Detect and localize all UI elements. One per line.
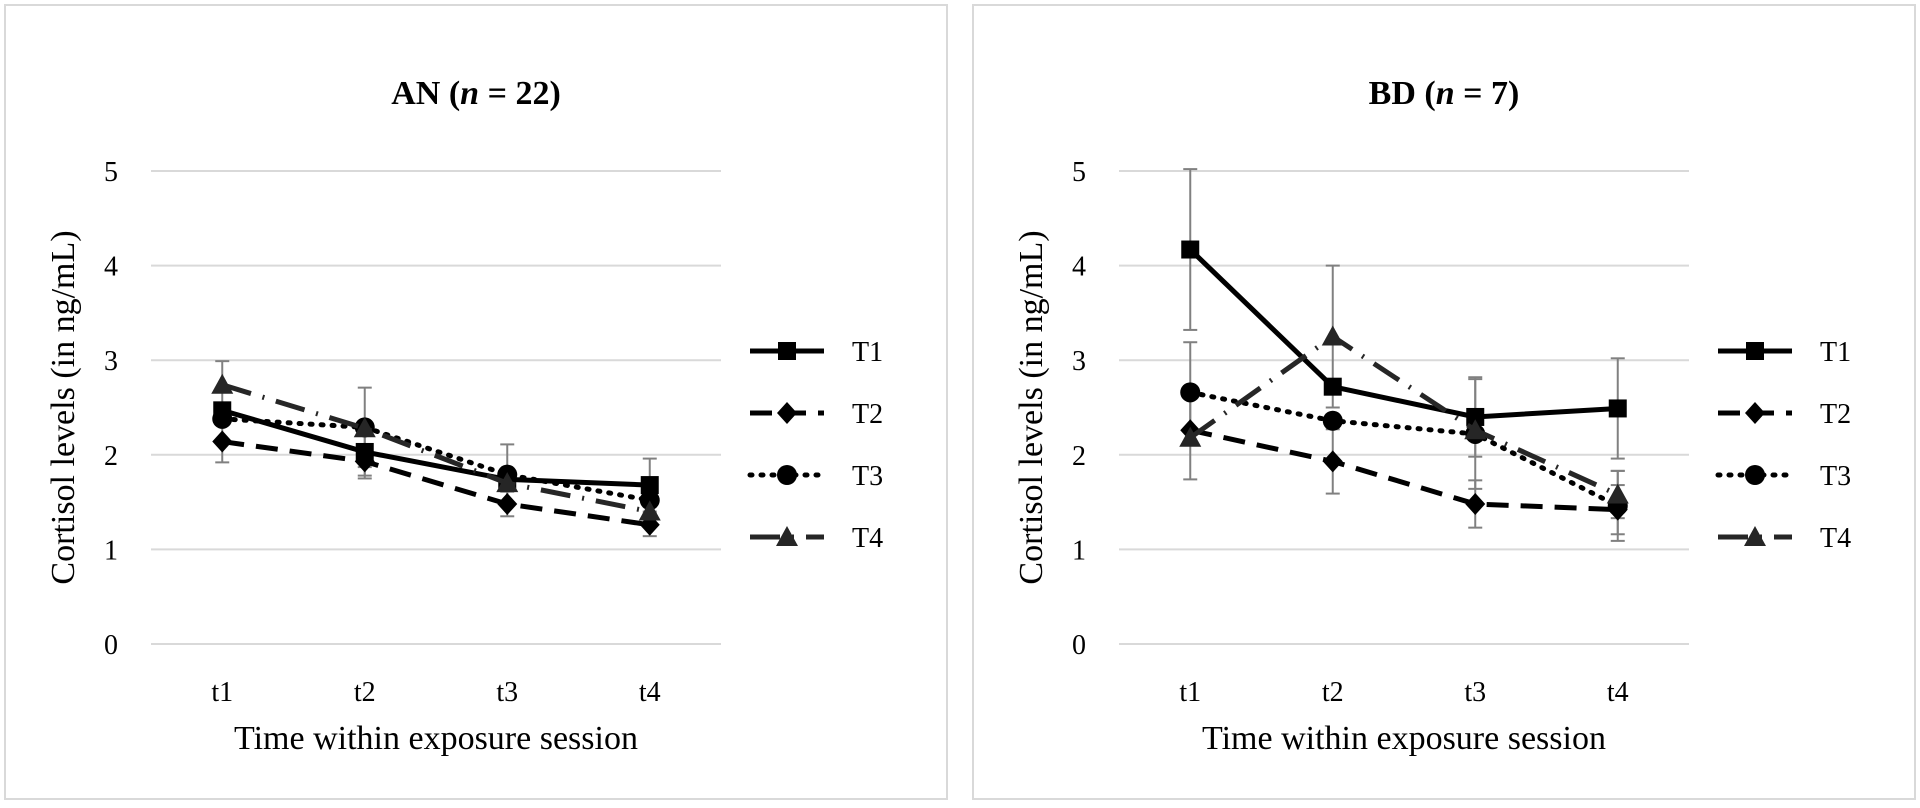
y-axis-label: Cortisol levels (in ng/mL)	[45, 230, 82, 584]
series-line-t4	[221, 382, 651, 515]
legend-marker-t1	[778, 342, 796, 360]
x-axis-label: Time within exposure session	[1202, 720, 1606, 757]
data-point-t2	[497, 492, 518, 515]
legend-label-t2: T2	[852, 399, 883, 430]
x-tick-label: t1	[1179, 677, 1201, 708]
data-point-t4	[496, 472, 519, 493]
x-tick-label: t2	[1322, 677, 1344, 708]
series-line-t3	[219, 416, 653, 503]
y-tick-label: 3	[1072, 346, 1086, 377]
chart-panel-an: AN (n = 22) 0 1 2 3 4 5 t1 t2 t3 t4 Time within exp…	[4, 4, 948, 800]
series-line-t1	[221, 407, 650, 488]
data-point-t4	[211, 373, 234, 394]
series-line-t2	[1189, 427, 1618, 513]
data-point-t1	[1181, 240, 1200, 259]
legend-label-t1: T1	[1820, 337, 1851, 368]
data-point-t4	[353, 417, 376, 438]
legend-label-t4: T4	[1820, 523, 1851, 554]
data-point-t2	[212, 430, 233, 453]
x-tick-label: t3	[1464, 677, 1486, 708]
legend-marker-t3	[777, 465, 797, 485]
legend-label-t2: T2	[1820, 399, 1851, 430]
data-point-t4	[1606, 483, 1629, 504]
data-point-t3	[1322, 410, 1343, 431]
data-point-t1	[1323, 377, 1342, 396]
y-tick-label: 1	[1072, 535, 1086, 566]
legend-label-t4: T4	[852, 523, 883, 554]
x-axis-label: Time within exposure session	[234, 720, 638, 757]
x-tick-label: t4	[639, 677, 661, 708]
data-point-t1	[1466, 407, 1485, 426]
y-tick-label: 2	[104, 441, 118, 472]
data-point-t4	[1321, 325, 1344, 346]
data-point-t1	[1608, 399, 1627, 418]
y-tick-label: 5	[104, 157, 118, 188]
series-line-t1	[1188, 247, 1618, 420]
data-point-t3	[212, 408, 233, 429]
data-point-t3	[1180, 382, 1201, 403]
y-tick-label: 1	[104, 535, 118, 566]
y-tick-label: 4	[1072, 252, 1086, 283]
data-point-t3	[639, 490, 660, 511]
chart-title: AN (n = 22)	[391, 75, 561, 112]
legend-marker-t2	[1745, 402, 1765, 424]
data-point-t4	[638, 500, 661, 521]
data-point-t4	[1464, 419, 1487, 440]
y-axis-label: Cortisol levels (in ng/mL)	[1013, 230, 1050, 584]
legend-marker-t4	[776, 526, 798, 546]
x-tick-label: t3	[496, 677, 518, 708]
data-point-t2	[1322, 450, 1343, 473]
data-point-t2	[354, 450, 375, 473]
y-tick-label: 2	[1072, 441, 1086, 472]
legend-marker-t3	[1745, 465, 1765, 485]
legend-label-t3: T3	[1820, 461, 1851, 492]
data-point-t1	[640, 476, 659, 495]
legend-marker-t2	[777, 402, 797, 424]
chart-title: BD (n = 7)	[1369, 75, 1520, 112]
y-tick-label: 0	[1072, 630, 1086, 661]
x-tick-label: t2	[354, 677, 376, 708]
data-point-t4	[1179, 426, 1202, 447]
legend-marker-t1	[1746, 342, 1764, 360]
chart-panel-bd: BD (n = 7) 0 1 2 3 4 5 t1 t2 t3 t4 Time within expo…	[972, 4, 1916, 800]
y-tick-label: 3	[104, 346, 118, 377]
series-line-t3	[1187, 389, 1621, 509]
legend-label-t1: T1	[852, 337, 883, 368]
legend-label-t3: T3	[852, 461, 883, 492]
series-line-t2	[221, 439, 651, 528]
x-tick-label: t1	[211, 677, 233, 708]
data-point-t2	[1465, 492, 1486, 515]
x-tick-label: t4	[1607, 677, 1629, 708]
legend-marker-t4	[1744, 526, 1766, 546]
y-tick-label: 0	[104, 630, 118, 661]
data-point-t2	[639, 513, 660, 536]
y-tick-label: 4	[104, 252, 118, 283]
y-tick-label: 5	[1072, 157, 1086, 188]
